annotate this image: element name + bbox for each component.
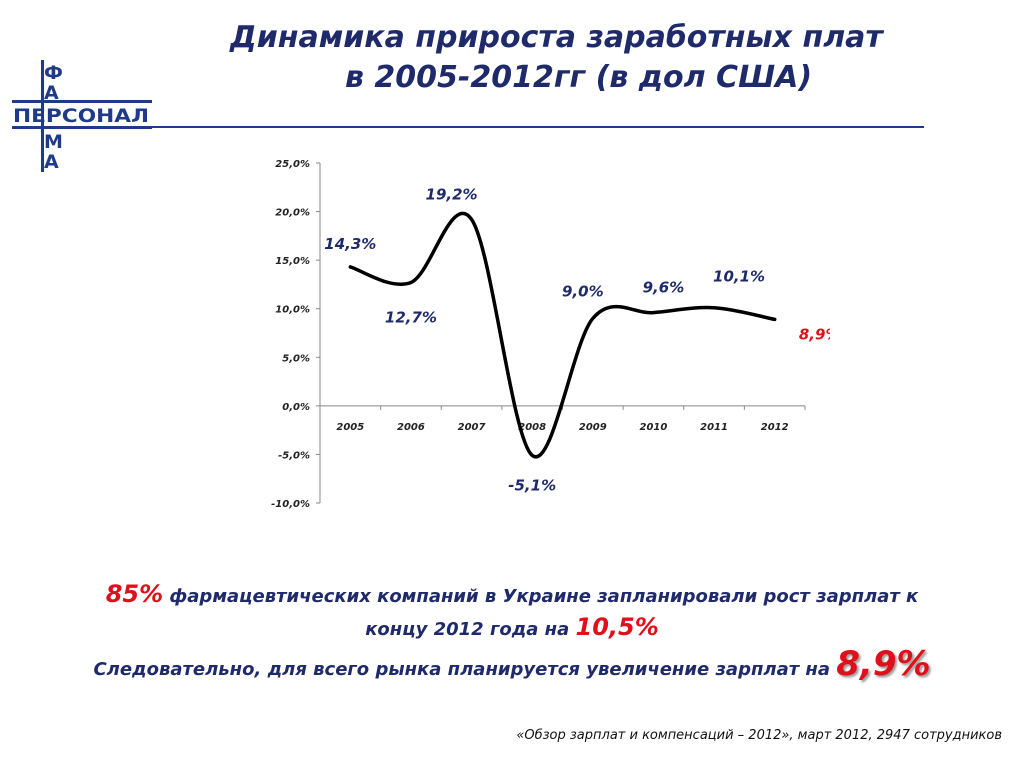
y-tick-label: -5,0% <box>278 450 310 461</box>
data-label-2011: 10,1% <box>713 268 765 286</box>
data-label-2005: 14,3% <box>324 235 376 253</box>
salary-growth-chart: 25,0% 20,0% 15,0% 10,0% 5,0% 0,0% -5,0% -10,0% 2… <box>271 159 830 510</box>
y-tick-label: 0,0% <box>282 402 310 413</box>
text-line-2-label: концу 2012 года на <box>365 619 576 640</box>
y-tick-label: 5,0% <box>282 353 310 364</box>
text-line-1-rest: фармацевтических компаний в Украине запл… <box>163 586 919 607</box>
source-note: «Обзор зарплат и компенсаций – 2012», ма… <box>516 728 1002 743</box>
x-tick-label: 2010 <box>640 422 668 433</box>
y-tick-label: 15,0% <box>275 256 310 267</box>
logo-letter-4: А <box>44 151 59 172</box>
series-line <box>348 211 777 459</box>
logo-wordmark: ПЕРСОНАЛ <box>13 105 149 127</box>
y-tick-label: 10,0% <box>275 305 310 316</box>
x-tick-label: 2008 <box>518 422 546 433</box>
title-divider <box>150 126 924 128</box>
logo-letter-3: М <box>44 131 63 153</box>
market-growth-percent: 8,9% <box>836 644 931 684</box>
data-label-2009: 9,0% <box>562 282 604 300</box>
text-line-1: 85% фармацевтических компаний в Украине … <box>20 580 1004 608</box>
data-point-2011 <box>712 306 716 310</box>
y-tick-label: 20,0% <box>275 208 310 219</box>
title-line-1: Динамика прироста заработных плат <box>230 20 883 55</box>
data-point-2012 <box>773 317 777 321</box>
x-tick-label: 2011 <box>700 422 728 433</box>
data-label-2007: 19,2% <box>426 185 478 203</box>
data-point-2009 <box>591 316 595 320</box>
y-tick-label: -10,0% <box>271 499 310 510</box>
y-tick-label: 25,0% <box>275 159 310 170</box>
data-label-2012: 8,9% <box>799 325 830 343</box>
logo-letter-2: А <box>44 82 59 104</box>
data-point-2007 <box>470 217 474 221</box>
title-line-2: в 2005-2012гг (в дол США) <box>345 60 813 95</box>
planned-growth-percent: 10,5% <box>575 613 659 641</box>
x-tick-label: 2007 <box>458 422 486 433</box>
data-point-2008 <box>530 453 534 457</box>
x-tick-label: 2006 <box>397 422 425 433</box>
text-line-3-label: Следовательно, для всего рынка планирует… <box>93 659 837 680</box>
data-point-2006 <box>409 280 413 284</box>
x-tick-label: 2012 <box>761 422 789 433</box>
data-point-2005 <box>348 265 352 269</box>
logo-letter-1: Ф <box>44 62 63 84</box>
data-label-2006: 12,7% <box>385 308 437 326</box>
x-tick-label: 2005 <box>336 422 364 433</box>
share-percent: 85% <box>105 580 164 608</box>
text-line-2: концу 2012 года на 10,5% <box>20 613 1004 641</box>
text-line-3: Следовательно, для всего рынка планирует… <box>20 644 1004 684</box>
data-point-2010 <box>651 311 655 315</box>
data-label-2008: -5,1% <box>508 476 556 494</box>
data-label-2010: 9,6% <box>643 279 685 297</box>
x-tick-label: 2009 <box>579 422 607 433</box>
company-logo: Ф А ПЕРСОНАЛ М А <box>12 60 152 172</box>
page-title: Динамика прироста заработных плат в 2005… <box>190 18 890 98</box>
